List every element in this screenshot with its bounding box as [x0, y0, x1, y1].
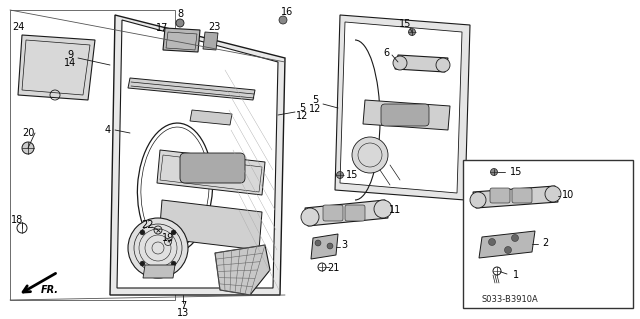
Circle shape — [301, 208, 319, 226]
Bar — [463, 160, 633, 308]
Text: 22: 22 — [141, 220, 154, 230]
Text: 4: 4 — [105, 125, 111, 135]
Text: 2: 2 — [542, 238, 548, 248]
Polygon shape — [128, 78, 255, 100]
Circle shape — [140, 261, 145, 266]
Text: 15: 15 — [510, 167, 522, 177]
Polygon shape — [157, 150, 265, 195]
Circle shape — [490, 168, 497, 175]
Text: 5: 5 — [299, 103, 305, 113]
FancyBboxPatch shape — [490, 188, 510, 203]
Polygon shape — [110, 15, 285, 295]
Circle shape — [488, 239, 495, 246]
Text: 16: 16 — [281, 7, 293, 17]
Polygon shape — [143, 265, 175, 278]
Text: 5: 5 — [312, 95, 318, 105]
Polygon shape — [203, 32, 218, 50]
Polygon shape — [479, 231, 535, 258]
Polygon shape — [395, 55, 448, 72]
Circle shape — [327, 243, 333, 249]
Circle shape — [352, 137, 388, 173]
Text: 12: 12 — [309, 104, 321, 114]
Text: 10: 10 — [562, 190, 574, 200]
Circle shape — [128, 218, 188, 278]
Circle shape — [393, 56, 407, 70]
Text: 17: 17 — [156, 23, 168, 33]
Circle shape — [504, 247, 511, 254]
FancyBboxPatch shape — [512, 188, 532, 203]
Circle shape — [337, 172, 344, 179]
Text: 11: 11 — [389, 205, 401, 215]
Text: 7: 7 — [180, 301, 186, 311]
Text: S033-B3910A: S033-B3910A — [482, 295, 538, 305]
Circle shape — [374, 200, 392, 218]
Circle shape — [511, 234, 518, 241]
Text: 12: 12 — [296, 111, 308, 121]
Text: 9: 9 — [67, 50, 73, 60]
Text: 19: 19 — [162, 233, 174, 243]
Text: 3: 3 — [341, 240, 347, 250]
Polygon shape — [311, 234, 338, 259]
Text: 18: 18 — [11, 215, 23, 225]
Circle shape — [315, 240, 321, 246]
Circle shape — [279, 16, 287, 24]
FancyBboxPatch shape — [180, 153, 245, 183]
Text: 23: 23 — [208, 22, 220, 32]
Circle shape — [171, 261, 176, 266]
Circle shape — [22, 142, 34, 154]
FancyBboxPatch shape — [381, 104, 429, 126]
Polygon shape — [18, 35, 95, 100]
Polygon shape — [159, 200, 262, 250]
Polygon shape — [305, 200, 388, 226]
Polygon shape — [117, 20, 278, 288]
Circle shape — [545, 186, 561, 202]
Text: 21: 21 — [327, 263, 339, 273]
Polygon shape — [163, 28, 200, 52]
FancyBboxPatch shape — [345, 205, 365, 221]
Polygon shape — [335, 15, 470, 200]
Text: 20: 20 — [22, 128, 34, 138]
Polygon shape — [340, 22, 462, 193]
Text: 1: 1 — [513, 270, 519, 280]
Circle shape — [140, 230, 145, 235]
Polygon shape — [363, 100, 450, 130]
Text: 24: 24 — [12, 22, 24, 32]
Text: FR.: FR. — [41, 285, 59, 295]
FancyBboxPatch shape — [323, 205, 343, 221]
Text: 8: 8 — [177, 9, 183, 19]
Text: 6: 6 — [383, 48, 389, 58]
Circle shape — [171, 230, 176, 235]
Text: 14: 14 — [64, 58, 76, 68]
Circle shape — [436, 58, 450, 72]
Polygon shape — [190, 110, 232, 125]
Text: 13: 13 — [177, 308, 189, 318]
Polygon shape — [473, 186, 558, 208]
Text: 15: 15 — [399, 19, 411, 29]
Circle shape — [408, 28, 415, 35]
Polygon shape — [215, 245, 270, 295]
Circle shape — [470, 192, 486, 208]
Text: 15: 15 — [346, 170, 358, 180]
Circle shape — [176, 19, 184, 27]
